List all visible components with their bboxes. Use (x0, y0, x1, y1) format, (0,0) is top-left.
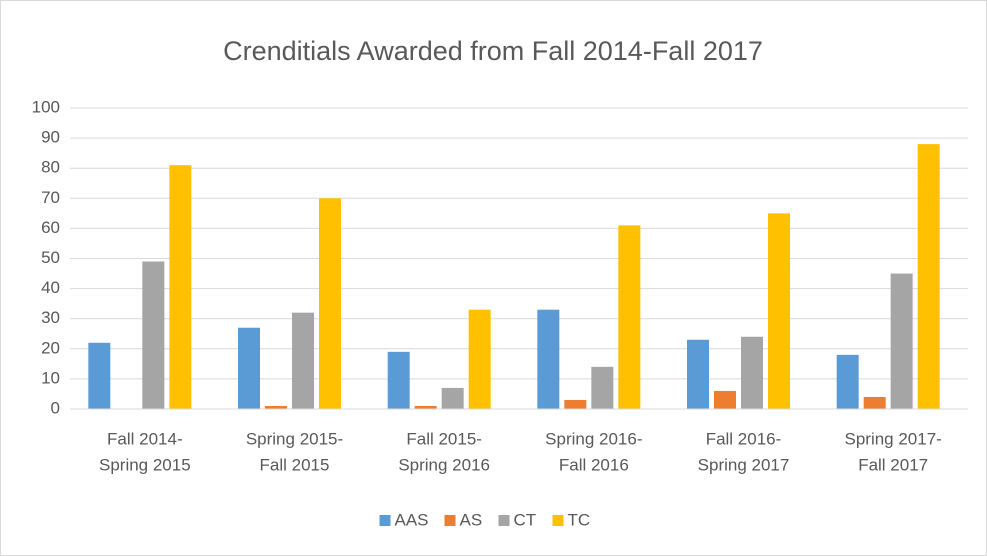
bar (564, 399, 587, 409)
legend-swatch (444, 515, 456, 526)
bar (537, 309, 560, 409)
x-tick-label: Fall 2016 (559, 455, 629, 474)
x-tick-label: Fall 2015 (260, 455, 330, 474)
y-tick-label: 0 (51, 398, 60, 417)
x-tick-label: Spring 2015 (99, 455, 191, 474)
y-tick-label: 30 (41, 308, 60, 327)
legend-swatch (552, 515, 564, 526)
legend-label: CT (514, 510, 537, 529)
y-tick-label: 40 (41, 278, 60, 297)
x-tick-label: Fall 2016- (706, 429, 782, 448)
bar (687, 339, 709, 409)
bar (265, 405, 287, 409)
bar (88, 342, 111, 409)
bar (468, 309, 491, 409)
y-tick-label: 90 (41, 128, 60, 147)
y-tick-label: 60 (41, 218, 60, 237)
bar (169, 165, 192, 409)
bar (238, 327, 260, 409)
x-tick-label: Fall 2015- (406, 429, 482, 448)
bar (618, 225, 641, 409)
y-tick-label: 10 (41, 368, 60, 387)
x-tick-label: Spring 2017- (844, 429, 941, 448)
y-tick-label: 50 (41, 248, 60, 267)
bar (836, 354, 859, 409)
bar (714, 390, 736, 409)
x-tick-label: Spring 2016 (398, 455, 490, 474)
y-tick-label: 100 (32, 97, 60, 116)
legend-label: TC (568, 510, 591, 529)
bar (441, 387, 464, 409)
bar (768, 213, 790, 409)
bar (292, 312, 314, 409)
x-tick-label: Fall 2017 (858, 455, 928, 474)
bar (142, 261, 165, 409)
legend-label: AAS (395, 510, 429, 529)
legend-swatch (498, 515, 510, 526)
bar (741, 336, 763, 409)
legend-swatch (379, 515, 391, 526)
x-tick-label: Spring 2017 (698, 455, 790, 474)
bar (890, 273, 913, 409)
bar (863, 396, 886, 409)
x-tick-label: Spring 2016- (545, 429, 642, 448)
chart-title: Crenditials Awarded from Fall 2014-Fall … (223, 36, 763, 66)
y-tick-label: 80 (41, 158, 60, 177)
y-tick-label: 70 (41, 188, 60, 207)
bar (387, 351, 410, 409)
x-tick-label: Spring 2015- (246, 429, 343, 448)
bar (917, 144, 940, 409)
bar (414, 405, 437, 409)
x-tick-label: Fall 2014- (107, 429, 183, 448)
bar (319, 198, 341, 409)
y-tick-label: 20 (41, 338, 60, 357)
bar (591, 366, 614, 409)
legend-label: AS (460, 510, 483, 529)
